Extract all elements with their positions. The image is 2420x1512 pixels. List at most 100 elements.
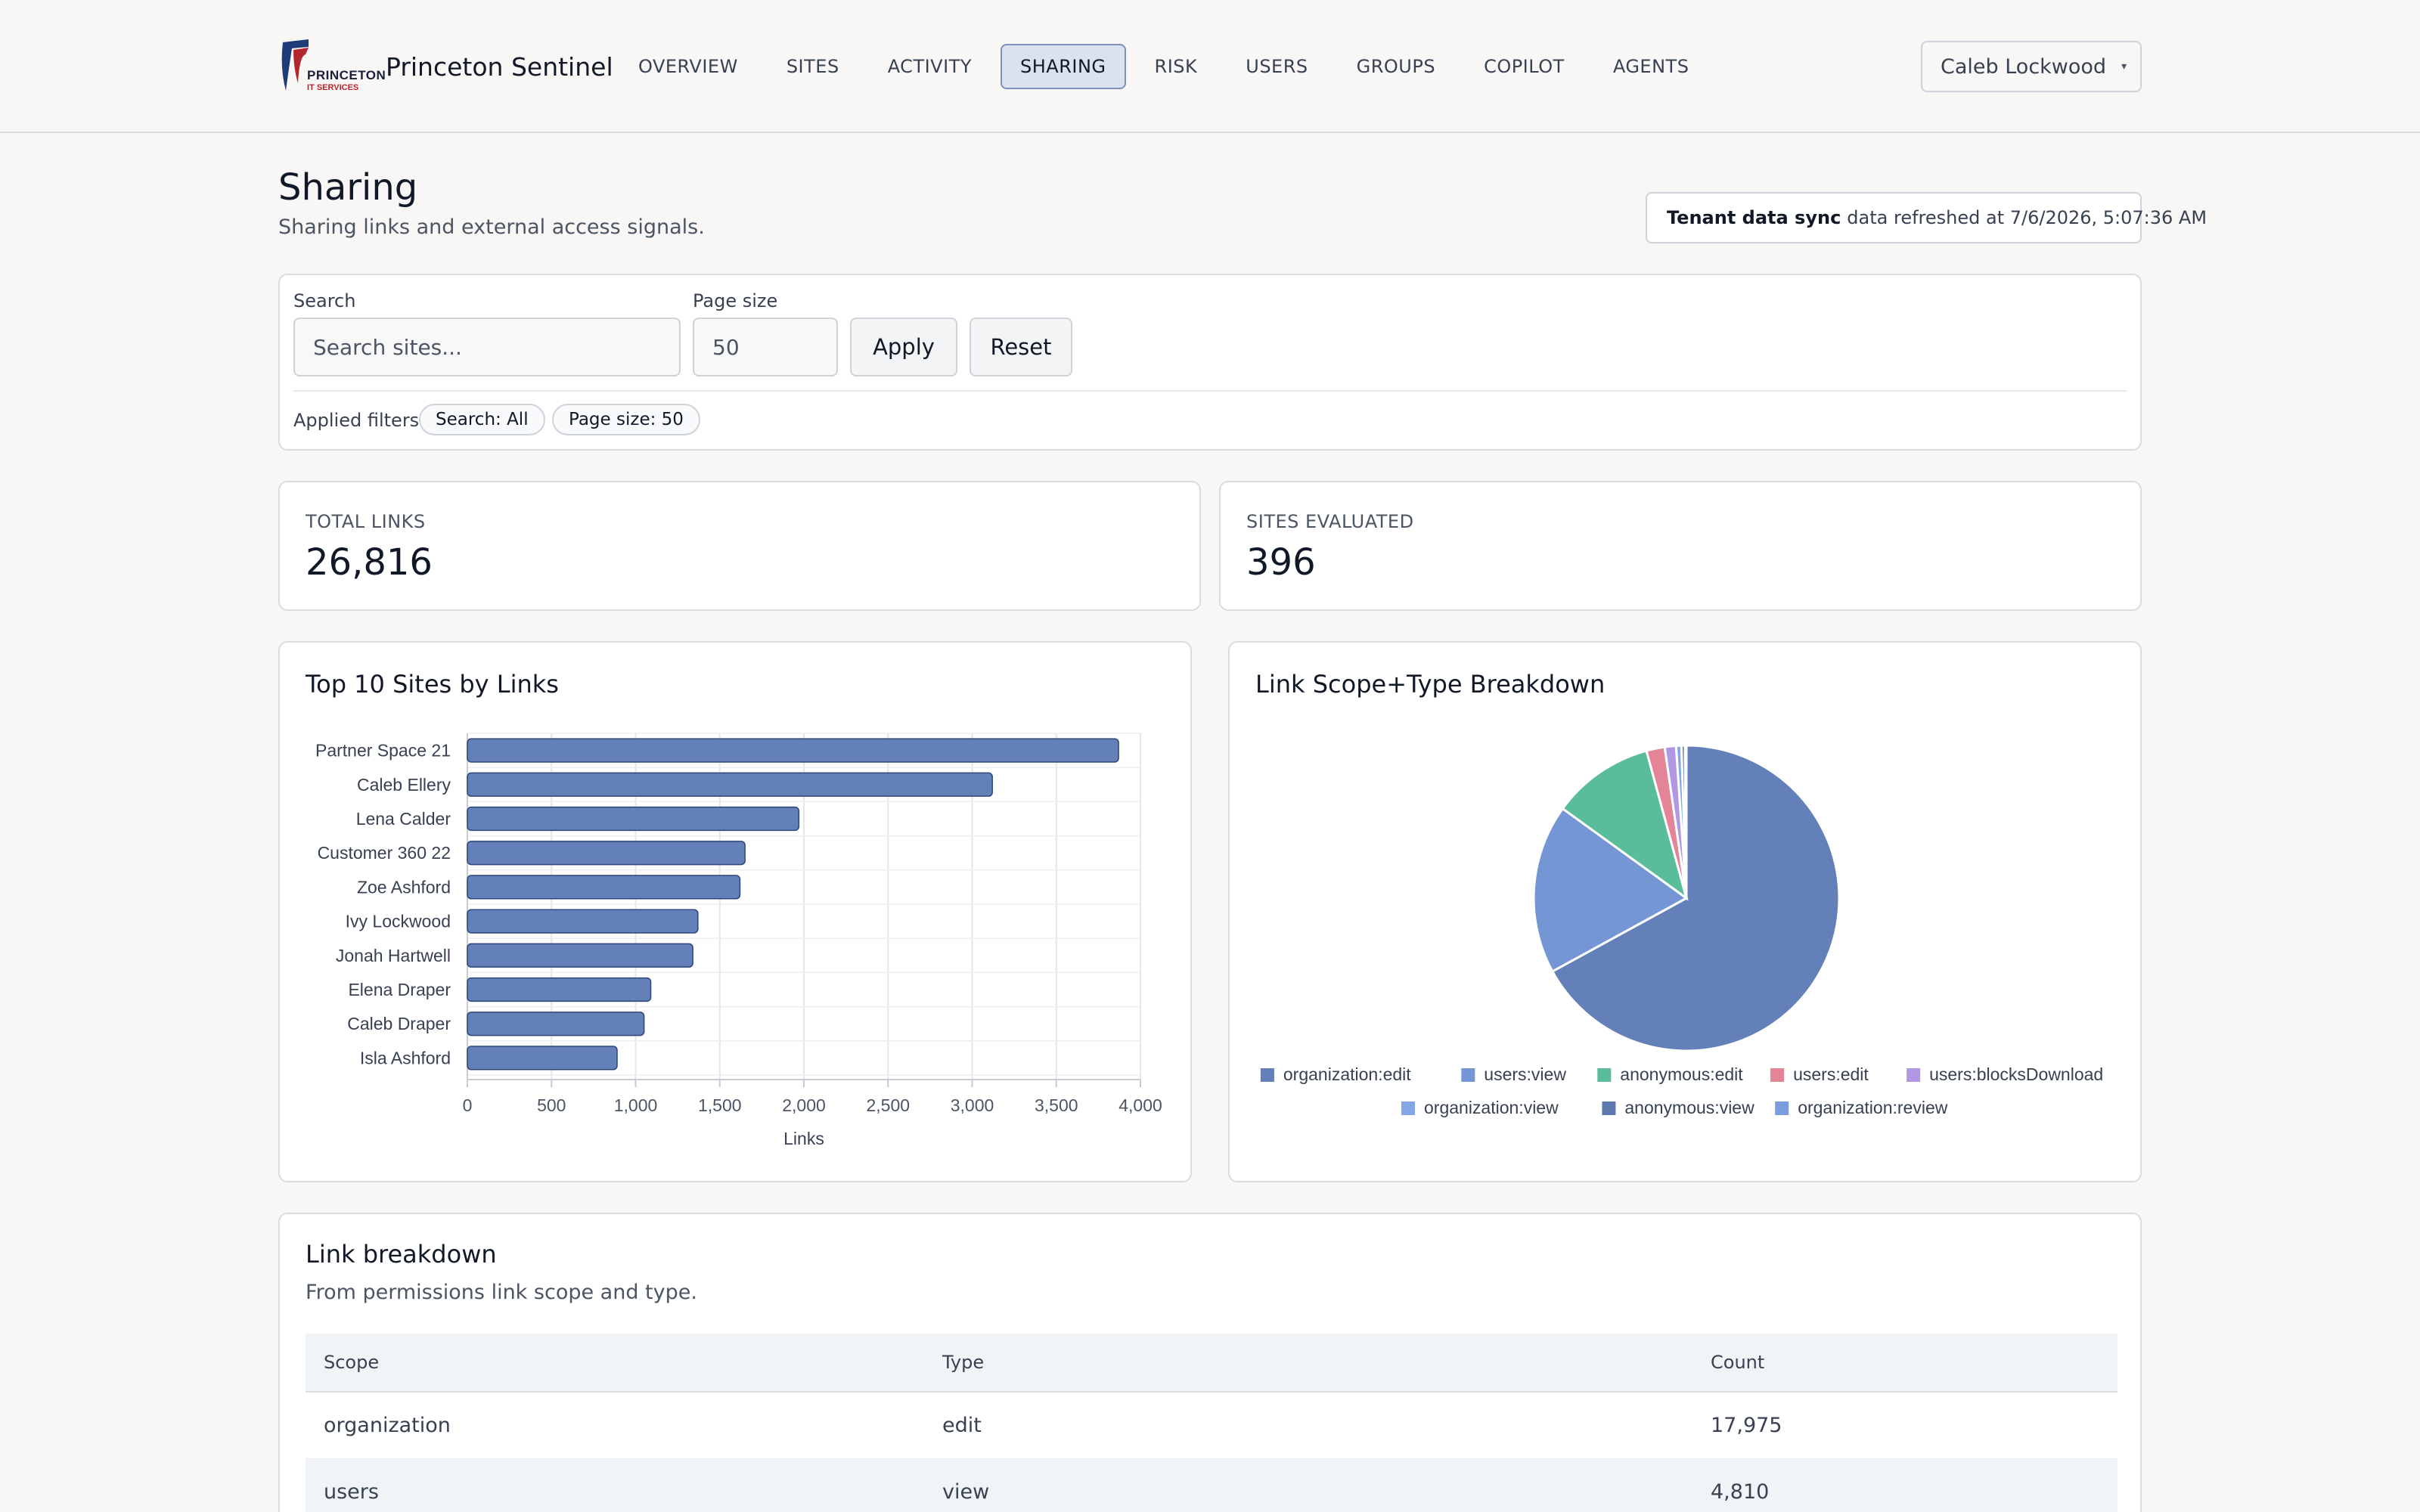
- bar[interactable]: [467, 841, 746, 866]
- category-label: Ivy Lockwood: [346, 912, 451, 931]
- page-title: Sharing: [278, 166, 418, 209]
- legend-label[interactable]: anonymous:view: [1624, 1098, 1754, 1117]
- table-header-row: Scope Type Count: [306, 1334, 2118, 1393]
- x-tick-label: 0: [463, 1095, 473, 1115]
- table-title: Link breakdown: [306, 1240, 497, 1269]
- link-scope-pie-chart: organization:edit users:view anonymous:edi…: [1260, 744, 2103, 1117]
- brand[interactable]: PRINCETON IT SERVICES Princeton Sentinel: [278, 29, 613, 104]
- legend-label[interactable]: users:view: [1484, 1064, 1566, 1084]
- legend-swatch: [1775, 1101, 1789, 1115]
- bar[interactable]: [467, 943, 693, 968]
- category-label: Elena Draper: [348, 980, 451, 999]
- x-tick-label: 3,500: [1035, 1095, 1078, 1115]
- legend-swatch: [1602, 1101, 1616, 1115]
- nav-activity[interactable]: ACTIVITY: [887, 56, 972, 77]
- kpi-card-sites-evaluated: SITES EVALUATED 396: [1219, 481, 2142, 611]
- legend-label[interactable]: users:blocksDownload: [1929, 1064, 2103, 1084]
- legend-label[interactable]: organization:view: [1424, 1098, 1559, 1117]
- column-header-scope[interactable]: Scope: [324, 1352, 380, 1373]
- kpi-label: SITES EVALUATED: [1246, 511, 1414, 532]
- column-header-count[interactable]: Count: [1711, 1352, 1765, 1373]
- category-label: Caleb Ellery: [357, 775, 451, 795]
- kpi-value: 396: [1246, 541, 1316, 584]
- nav-groups[interactable]: GROUPS: [1356, 56, 1436, 77]
- link-breakdown-table: Scope Type Count organization edit 17,97…: [306, 1334, 2118, 1512]
- category-label: Customer 360 22: [318, 843, 451, 863]
- link-breakdown-table-card: Link breakdown From permissions link sco…: [278, 1213, 2142, 1512]
- legend-swatch: [1401, 1101, 1415, 1115]
- chart-title: Top 10 Sites by Links: [306, 670, 559, 699]
- chart-title: Link Scope+Type Breakdown: [1255, 670, 1606, 699]
- nav-overview[interactable]: OVERVIEW: [638, 56, 738, 77]
- legend-label[interactable]: organization:edit: [1283, 1064, 1411, 1084]
- x-tick-label: 1,000: [614, 1095, 658, 1115]
- pie-slice[interactable]: [1550, 744, 1841, 1052]
- x-axis-title: Links: [783, 1129, 824, 1148]
- sync-label: Tenant data sync: [1667, 207, 1841, 228]
- filter-chip-page-size[interactable]: Page size: 50: [552, 404, 700, 435]
- pie-slice[interactable]: [1532, 807, 1689, 974]
- nav-risk[interactable]: RISK: [1154, 56, 1198, 77]
- x-tick-label: 4,000: [1118, 1095, 1162, 1115]
- filters-panel: Search Search sites... Page size 50 Appl…: [278, 274, 2142, 451]
- app-name: Princeton Sentinel: [386, 51, 613, 82]
- column-header-type[interactable]: Type: [942, 1352, 985, 1373]
- kpi-card-total-links: TOTAL LINKS 26,816: [278, 481, 1201, 611]
- bar[interactable]: [467, 806, 800, 832]
- logo-shield-icon: [281, 39, 309, 91]
- reset-button[interactable]: Reset: [970, 318, 1072, 376]
- cell-scope: users: [324, 1480, 379, 1504]
- apply-button[interactable]: Apply: [850, 318, 957, 376]
- category-label: Isla Ashford: [360, 1048, 451, 1067]
- search-label: Search: [293, 290, 356, 311]
- bar[interactable]: [467, 1046, 618, 1070]
- cell-count: 4,810: [1711, 1480, 1770, 1504]
- cell-type: edit: [942, 1414, 982, 1437]
- user-name: Caleb Lockwood: [1941, 54, 2107, 79]
- category-label: Zoe Ashford: [357, 877, 451, 897]
- legend-label[interactable]: users:edit: [1793, 1064, 1869, 1084]
- legend-swatch: [1770, 1068, 1785, 1082]
- top-sites-bar-chart: 0 500 1,000 1,500 2,000 2,500 3,000 3,500 4,000 P…: [315, 733, 1162, 1148]
- page-size-input[interactable]: 50: [693, 318, 838, 376]
- legend-label[interactable]: organization:review: [1798, 1098, 1948, 1117]
- nav-agents[interactable]: AGENTS: [1612, 56, 1689, 77]
- top-navbar: PRINCETON IT SERVICES Princeton Sentinel…: [0, 0, 2420, 133]
- x-tick-label: 2,500: [866, 1095, 910, 1115]
- pie-slice[interactable]: [1683, 744, 1688, 899]
- search-input[interactable]: Search sites...: [293, 318, 681, 376]
- main-nav: OVERVIEW SITES ACTIVITY SHARING RISK USE…: [619, 44, 1717, 89]
- kpi-label: TOTAL LINKS: [306, 511, 426, 532]
- legend-swatch: [1461, 1068, 1475, 1082]
- bar[interactable]: [467, 1012, 645, 1036]
- logo-subtext: IT SERVICES: [307, 83, 359, 92]
- bar[interactable]: [467, 909, 699, 934]
- user-menu-button[interactable]: Caleb Lockwood ▾: [1921, 41, 2142, 92]
- top-sites-chart-card: Top 10 Sites by Links 0 500 1,000 1,500 2,00…: [278, 641, 1192, 1182]
- nav-sites[interactable]: SITES: [786, 56, 839, 77]
- legend-swatch: [1907, 1068, 1921, 1082]
- bar[interactable]: [467, 738, 1119, 763]
- legend-label[interactable]: anonymous:edit: [1620, 1064, 1743, 1084]
- caret-down-icon: ▾: [2121, 60, 2127, 73]
- bar[interactable]: [467, 772, 993, 797]
- cell-type: view: [942, 1480, 990, 1504]
- x-tick-label: 3,000: [951, 1095, 994, 1115]
- x-tick-label: 500: [537, 1095, 566, 1115]
- princeton-logo: PRINCETON IT SERVICES: [278, 38, 386, 95]
- category-label: Partner Space 21: [315, 741, 451, 761]
- cell-scope: organization: [324, 1414, 451, 1437]
- bar[interactable]: [467, 875, 741, 900]
- category-label: Caleb Draper: [347, 1014, 451, 1033]
- filters-divider: [293, 390, 2127, 392]
- link-breakdown-chart-card: Link Scope+Type Breakdown organization:e…: [1228, 641, 2142, 1182]
- logo-text: PRINCETON: [307, 68, 386, 82]
- nav-copilot[interactable]: COPILOT: [1484, 56, 1565, 77]
- filter-chip-search[interactable]: Search: All: [419, 404, 545, 435]
- nav-users[interactable]: USERS: [1246, 56, 1308, 77]
- nav-sharing[interactable]: SHARING: [1001, 44, 1126, 89]
- kpi-value: 26,816: [306, 541, 433, 584]
- cell-count: 17,975: [1711, 1414, 1782, 1437]
- x-tick-label: 2,000: [782, 1095, 826, 1115]
- bar[interactable]: [467, 977, 652, 1002]
